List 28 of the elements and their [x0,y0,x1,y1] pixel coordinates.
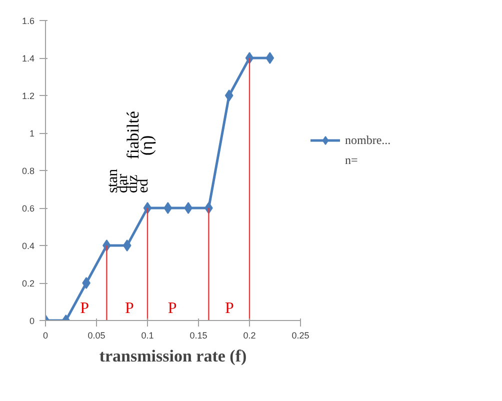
y-tick-label: 0 [29,316,35,326]
point [164,202,172,214]
y-tick-label: 1.2 [22,91,35,101]
x-tick-label: 0.1 [141,330,154,340]
x-tick-label: 0.15 [190,330,208,340]
x-tick-label: 0.2 [243,330,256,340]
x-tick-label: 0.05 [88,330,106,340]
x-tick-label: 0 [42,330,48,340]
y-tick-label: 0.4 [22,241,35,251]
y-tick-label: 0.8 [22,166,35,176]
y-tick-label: 1 [29,128,35,138]
point [122,240,132,252]
annotation: P [225,300,234,317]
point [224,90,234,102]
y-tick-label: 0.2 [22,278,35,288]
point [266,52,274,64]
annotation: P [168,300,177,317]
x-axis-title: transmission rate (f) [99,346,247,366]
y-tick-label: 0.6 [22,204,35,214]
legend-label: nombre... [345,132,391,148]
annotation: P [125,300,134,317]
annotation: P [80,300,90,317]
point [82,277,90,289]
text: n= [345,152,359,168]
x-tick-label: 0.25 [292,330,310,340]
y-tick-label: 1.4 [22,54,35,64]
y-tick-label: 1.6 [22,16,35,26]
point [184,202,192,214]
